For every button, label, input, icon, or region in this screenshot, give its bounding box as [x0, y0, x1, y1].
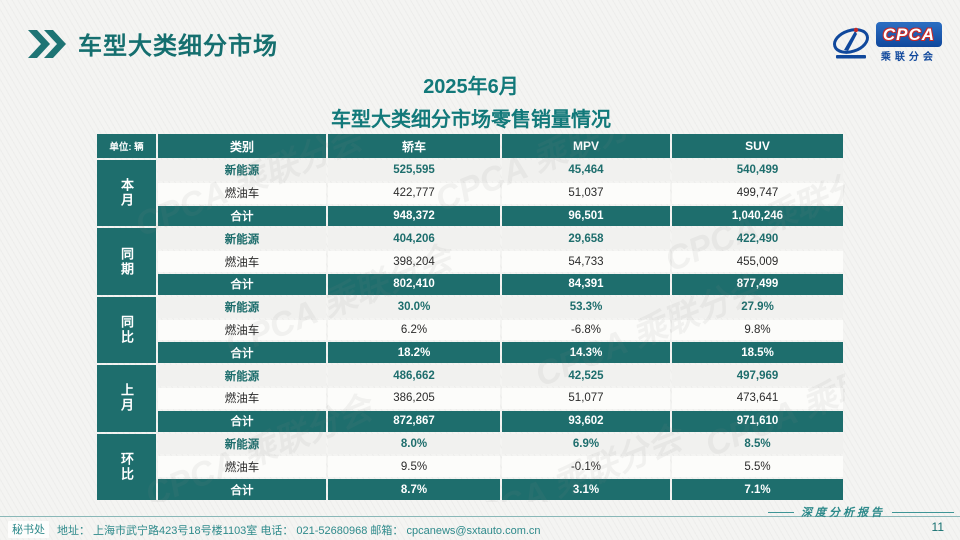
value-cell: 486,662 [328, 365, 500, 386]
value-cell: 3.1% [502, 479, 670, 500]
row-label-cell: 燃油车 [158, 182, 326, 204]
value-cell: 872,867 [328, 410, 500, 432]
row-group-label: 环比 [97, 433, 156, 500]
value-cell: 54,733 [502, 251, 670, 272]
column-header-mpv: MPV [502, 134, 670, 158]
value-cell: 9.8% [672, 319, 843, 341]
value-cell: 525,595 [328, 160, 500, 181]
value-cell: 29,658 [502, 228, 670, 250]
table-title-text: 车型大类细分市场零售销量情况 [331, 109, 611, 131]
value-cell: 499,747 [672, 182, 843, 204]
row-group-label: 本月 [97, 160, 156, 227]
sales-table-wrap: 单位: 辆 类别 轿车 MPV SUV 本月 新能源 525,595 45,464 54… [97, 134, 845, 502]
value-cell: 497,969 [672, 365, 843, 386]
value-cell: 53.3% [502, 296, 670, 318]
report-tag: 深度分析报告 [768, 504, 954, 520]
row-group-label: 同比 [97, 296, 156, 364]
value-cell: 422,777 [328, 182, 500, 204]
value-cell: 386,205 [328, 387, 500, 409]
value-cell: 93,602 [502, 410, 670, 432]
value-cell: 30.0% [328, 296, 500, 318]
value-cell: 96,501 [502, 205, 670, 227]
slide-header: 车型大类细分市场 [28, 26, 278, 61]
value-cell: 8.7% [328, 479, 500, 500]
value-cell: 404,206 [328, 228, 500, 250]
row-label-cell: 新能源 [158, 296, 326, 318]
value-cell: 398,204 [328, 251, 500, 272]
column-header-suv: SUV [672, 134, 843, 158]
value-cell: 84,391 [502, 273, 670, 295]
value-cell: 8.0% [328, 433, 500, 455]
table-title: 2025年6月 车型大类细分市场零售销量情况 [97, 70, 845, 132]
column-header-sedan: 轿车 [328, 134, 500, 158]
contact-info: 地址： 上海市武宁路423号18号楼1103室 电话： 021-52680968… [57, 524, 541, 537]
unit-label-cell: 单位: 辆 [97, 134, 156, 158]
footer-contact: 秘书处 地址： 上海市武宁路423号18号楼1103室 电话： 021-5268… [8, 521, 541, 538]
value-cell: 27.9% [672, 296, 843, 318]
secretariat-label: 秘书处 [8, 521, 49, 538]
cpca-logo-text: CPCA 乘联分会 [875, 22, 942, 63]
value-cell: 6.2% [328, 319, 500, 341]
value-cell: 971,610 [672, 410, 843, 432]
value-cell: 9.5% [328, 456, 500, 478]
row-label-cell: 合计 [158, 479, 326, 500]
value-cell: 802,410 [328, 273, 500, 295]
sales-table: 单位: 辆 类别 轿车 MPV SUV 本月 新能源 525,595 45,464 54… [97, 134, 845, 502]
table-title-date: 2025年6月 [423, 76, 519, 98]
row-label-cell: 合计 [158, 410, 326, 432]
row-group-label: 同期 [97, 228, 156, 295]
cpca-emblem-icon [832, 27, 869, 58]
value-cell: 18.2% [328, 342, 500, 364]
row-label-cell: 新能源 [158, 228, 326, 250]
row-label-cell: 燃油车 [158, 456, 326, 478]
value-cell: 422,490 [672, 228, 843, 250]
value-cell: 473,641 [672, 387, 843, 409]
page-title: 车型大类细分市场 [78, 33, 278, 60]
value-cell: 6.9% [502, 433, 670, 455]
value-cell: 5.5% [672, 456, 843, 478]
value-cell: 51,077 [502, 387, 670, 409]
value-cell: 8.5% [672, 433, 843, 455]
cpca-logo-subtext: 乘联分会 [880, 52, 937, 63]
row-label-cell: 新能源 [158, 365, 326, 386]
value-cell: 455,009 [672, 251, 843, 272]
row-group-label: 上月 [97, 365, 156, 432]
footer-divider [0, 516, 960, 517]
row-label-cell: 燃油车 [158, 319, 326, 341]
value-cell: 14.3% [502, 342, 670, 364]
cpca-logo: CPCA 乘联分会 [830, 22, 942, 63]
value-cell: 1,040,246 [672, 205, 843, 227]
cpca-logo-name: CPCA [875, 22, 942, 47]
value-cell: 877,499 [672, 273, 843, 295]
value-cell: 18.5% [672, 342, 843, 364]
report-label: 深度分析报告 [801, 507, 885, 519]
value-cell: 540,499 [672, 160, 843, 181]
value-cell: 51,037 [502, 182, 670, 204]
value-cell: 42,525 [502, 365, 670, 386]
row-label-cell: 燃油车 [158, 387, 326, 409]
value-cell: -6.8% [502, 319, 670, 341]
row-label-cell: 合计 [158, 342, 326, 364]
report-tag-line-left [768, 511, 794, 513]
report-tag-line-right [892, 511, 954, 513]
page-number: 11 [931, 520, 944, 534]
row-label-cell: 合计 [158, 273, 326, 295]
row-label-cell: 新能源 [158, 433, 326, 455]
column-header-category: 类别 [158, 134, 326, 158]
value-cell: 948,372 [328, 205, 500, 227]
value-cell: 7.1% [672, 479, 843, 500]
double-chevron-icon [28, 29, 66, 58]
value-cell: 45,464 [502, 160, 670, 181]
row-label-cell: 燃油车 [158, 251, 326, 272]
row-label-cell: 合计 [158, 205, 326, 227]
row-label-cell: 新能源 [158, 160, 326, 181]
value-cell: -0.1% [502, 456, 670, 478]
